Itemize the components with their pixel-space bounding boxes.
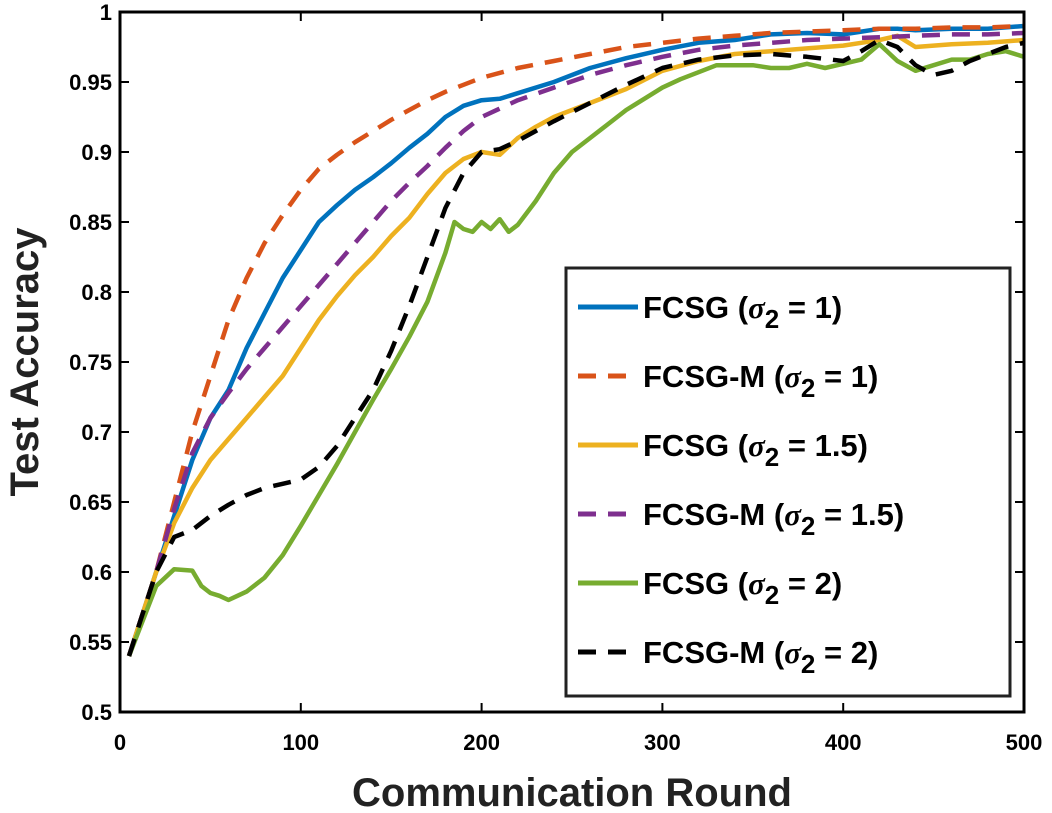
legend: FCSG (σ2 = 1) FCSG-M (σ2 = 1) FCSG (σ2 = 1… — [564, 266, 1012, 698]
y-tick-label: 0.65 — [69, 490, 112, 515]
y-tick-label: 0.8 — [81, 280, 112, 305]
y-tick-label: 0.9 — [81, 140, 112, 165]
x-tick-label: 0 — [114, 730, 126, 755]
legend-label-4: FCSG-M (σ2 = 1.5) — [643, 497, 904, 541]
x-tick-label: 100 — [282, 730, 319, 755]
x-tick-label: 500 — [1006, 730, 1043, 755]
y-tick-label: 0.75 — [69, 350, 112, 375]
x-tick-label: 300 — [644, 730, 681, 755]
legend-label-1: FCSG (σ2 = 1) — [643, 290, 842, 334]
y-tick-label: 0.5 — [81, 700, 112, 725]
series-group — [126, 23, 1025, 657]
axis-ticks: 0 100 200 300 400 500 0.5 0.55 0.6 0.65 0.7 0.75 0.8… — [69, 0, 1042, 755]
series-line-2 — [126, 23, 1025, 657]
legend-label-3: FCSG (σ2 = 1.5) — [643, 428, 868, 472]
legend-label-5: FCSG (σ2 = 2) — [643, 566, 842, 610]
x-tick-label: 400 — [825, 730, 862, 755]
legend-label-2: FCSG-M (σ2 = 1) — [643, 359, 878, 403]
series-line-5 — [126, 41, 1025, 657]
series-line-6 — [126, 37, 1025, 657]
y-tick-label: 0.95 — [69, 70, 112, 95]
y-axis-title: Test Accuracy — [3, 227, 47, 497]
y-tick-label: 0.6 — [81, 560, 112, 585]
series-line-1 — [126, 23, 1025, 657]
x-axis-title: Communication Round — [352, 771, 792, 813]
legend-label-6: FCSG-M (σ2 = 2) — [643, 635, 878, 679]
y-tick-label: 0.7 — [81, 420, 112, 445]
series-line-4 — [126, 30, 1025, 657]
y-tick-label: 0.55 — [69, 630, 112, 655]
legend-box — [564, 266, 1012, 698]
x-tick-label: 200 — [463, 730, 500, 755]
y-tick-label: 1 — [100, 0, 112, 25]
y-tick-label: 0.85 — [69, 210, 112, 235]
